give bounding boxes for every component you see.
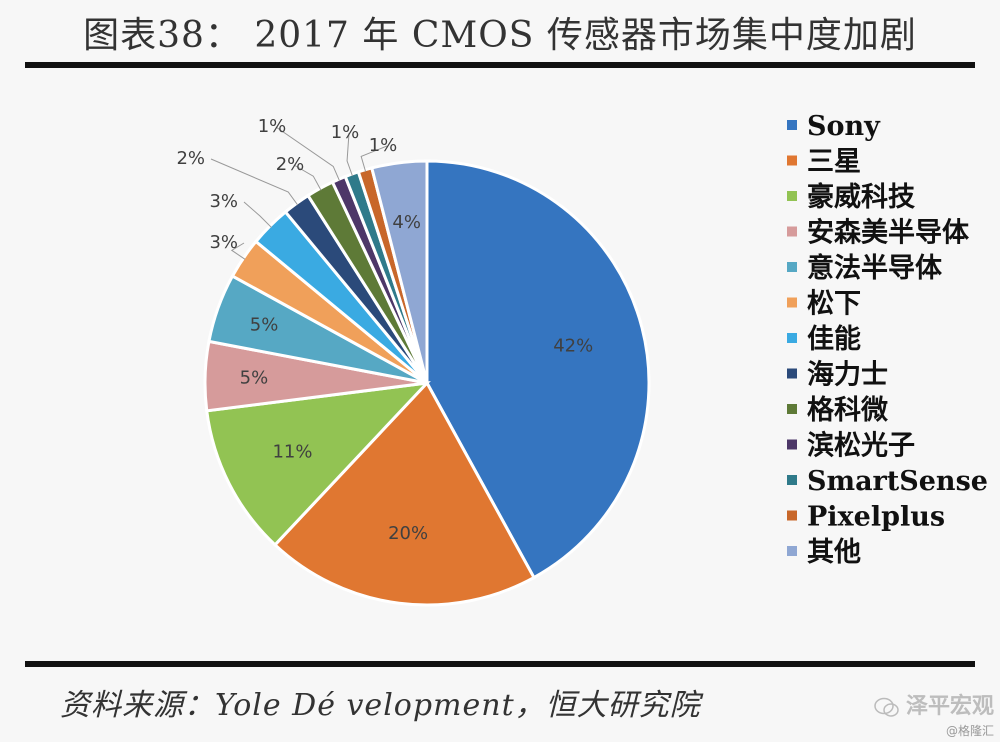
source-note: 资料来源：Yole Dé velopment，恒大研究院 — [60, 688, 701, 723]
legend-label-5: 松下 — [807, 289, 861, 320]
leader-line-6 — [243, 201, 272, 228]
legend-swatch-12 — [787, 546, 797, 556]
watermark-name: 泽平宏观 — [905, 694, 994, 719]
data-label-3: 5% — [240, 368, 269, 389]
leader-line-7 — [210, 158, 299, 206]
watermark: 泽平宏观 @格隆汇 — [874, 688, 994, 739]
legend-label-0: Sony — [807, 111, 881, 142]
data-label-9: 1% — [258, 116, 287, 137]
legend-swatch-5 — [787, 297, 797, 308]
data-labels: 42% 20% 11% 5% 5% 3% 3% 2% 2% 1% 1% 1% 4% — [176, 116, 593, 544]
data-label-8: 2% — [276, 154, 305, 175]
legend-swatch-2 — [787, 191, 797, 201]
legend-label-4: 意法半导体 — [807, 252, 943, 284]
legend-label-2: 豪威科技 — [807, 181, 915, 213]
pie-slice-2 — [205, 380, 431, 547]
legend-label-7: 海力士 — [807, 360, 888, 391]
data-label-10: 1% — [331, 122, 360, 143]
legend-swatch-9 — [787, 439, 797, 450]
legend-swatch-8 — [787, 404, 797, 414]
data-label-11: 1% — [369, 135, 398, 156]
data-label-0: 42% — [553, 335, 593, 356]
legend-swatch-3 — [787, 226, 797, 237]
data-label-7: 2% — [176, 148, 205, 169]
data-label-5: 3% — [209, 232, 238, 253]
watermark-sub: @格隆汇 — [945, 724, 994, 738]
legend-label-10: SmartSense — [807, 466, 988, 497]
leader-line-5 — [230, 242, 246, 260]
chart-title: 图表38： 2017 年 CMOS 传感器市场集中度加剧 — [83, 15, 917, 56]
legend-swatch-10 — [787, 475, 797, 485]
legend-label-9: 滨松光子 — [807, 430, 915, 462]
legend-swatch-0 — [787, 120, 797, 130]
legend-label-3: 安森美半导体 — [807, 217, 970, 249]
legend-label-8: 格科微 — [807, 395, 888, 426]
leader-line-10 — [346, 132, 353, 177]
data-label-4: 5% — [250, 314, 279, 335]
data-label-12: 4% — [392, 212, 421, 233]
data-label-1: 20% — [388, 523, 428, 544]
pie-slice-0 — [425, 159, 651, 580]
top-rule — [25, 62, 975, 68]
leader-lines — [210, 126, 388, 260]
legend-swatch-7 — [787, 368, 797, 379]
pie-slice-12 — [369, 159, 429, 384]
legend-label-11: Pixelplus — [807, 502, 945, 533]
pie-slice-1 — [272, 380, 536, 607]
pie-slices — [203, 159, 651, 607]
legend-swatch-6 — [787, 333, 797, 343]
wechat-icon — [874, 697, 899, 717]
legend-swatch-11 — [787, 510, 797, 521]
legend-swatch-4 — [787, 262, 797, 272]
data-label-6: 3% — [209, 191, 238, 212]
leader-line-8 — [293, 164, 322, 191]
leader-line-11 — [360, 145, 388, 172]
legend-swatch-1 — [787, 155, 797, 166]
legend-label-6: 佳能 — [807, 323, 861, 355]
bottom-rule — [25, 661, 975, 667]
data-label-2: 11% — [272, 442, 312, 463]
legend-label-1: 三星 — [807, 147, 861, 178]
legend-label-12: 其他 — [807, 537, 861, 568]
leader-line-9 — [275, 126, 341, 182]
